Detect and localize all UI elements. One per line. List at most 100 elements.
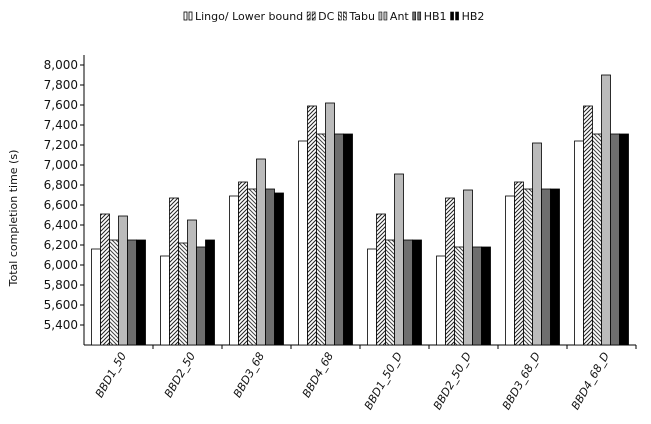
y-tick-label: 6,600 — [44, 198, 78, 212]
bar — [473, 247, 482, 345]
x-tick-label: BBD1_50_D — [362, 350, 405, 412]
bar — [170, 198, 179, 345]
x-axis: BBD1_50 BBD2_50 BBD3_68 BBD4_68 BBD1_50_D BBD… — [84, 345, 636, 412]
bar — [335, 134, 344, 345]
y-tick-label: 7,800 — [44, 78, 78, 92]
legend-label: HB1 — [424, 10, 447, 23]
x-tick-label: BBD4_68_D — [569, 350, 612, 412]
legend-swatch — [384, 12, 387, 20]
x-tick-label: BBD4_68 — [300, 350, 336, 400]
bar — [248, 189, 257, 345]
bar — [266, 189, 275, 345]
bar — [101, 214, 110, 345]
bar-group — [506, 143, 560, 345]
y-tick-label: 5,600 — [44, 298, 78, 312]
bar — [611, 134, 620, 345]
legend-item: HB1 — [413, 10, 447, 23]
legend-swatch — [379, 12, 382, 20]
bar — [542, 189, 551, 345]
x-tick-label: BBD3_68 — [231, 350, 267, 400]
legend-swatch — [338, 12, 341, 20]
bar — [368, 249, 377, 345]
bar-group — [437, 190, 491, 345]
bar-group — [368, 174, 422, 345]
legend-swatch — [456, 12, 459, 20]
y-tick-label: 6,000 — [44, 258, 78, 272]
bar — [299, 141, 308, 345]
bar — [239, 182, 248, 345]
bar — [188, 220, 197, 345]
y-tick-label: 5,400 — [44, 318, 78, 332]
bar-group — [299, 103, 353, 345]
y-tick-label: 7,000 — [44, 158, 78, 172]
bar — [92, 249, 101, 345]
bar — [179, 243, 188, 345]
bar — [593, 134, 602, 345]
bar — [551, 189, 560, 345]
x-tick-label: BBD1_50 — [93, 350, 129, 400]
bar — [230, 196, 239, 345]
bar — [446, 198, 455, 345]
legend-swatch — [451, 12, 454, 20]
bar — [575, 141, 584, 345]
bar — [464, 190, 473, 345]
bar — [377, 214, 386, 345]
legend-item: Tabu — [338, 10, 375, 23]
y-axis: 5,400 5,600 5,800 6,000 6,200 6,400 6,600 6,800… — [44, 55, 84, 345]
legend-item: HB2 — [451, 10, 485, 23]
legend-label: DC — [318, 10, 334, 23]
bar — [257, 159, 266, 345]
y-axis-title: Total completion time (s) — [7, 150, 20, 288]
y-tick-label: 6,200 — [44, 238, 78, 252]
bar — [413, 240, 422, 345]
x-tick-label: BBD2_50_D — [431, 350, 474, 412]
bar — [533, 143, 542, 345]
bars — [92, 75, 629, 345]
y-tick-label: 8,000 — [44, 58, 78, 72]
bar — [515, 182, 524, 345]
y-tick-label: 6,400 — [44, 218, 78, 232]
legend-item: Lingo/ Lower bound — [184, 10, 303, 23]
bar — [344, 134, 353, 345]
legend-swatch — [307, 12, 310, 20]
y-tick-label: 7,600 — [44, 98, 78, 112]
y-tick-label: 6,800 — [44, 178, 78, 192]
y-tick-label: 7,400 — [44, 118, 78, 132]
bar — [386, 240, 395, 345]
bar — [128, 240, 137, 345]
bar — [137, 240, 146, 345]
bar — [119, 216, 128, 345]
bar — [326, 103, 335, 345]
x-tick-label: BBD3_68_D — [500, 350, 543, 412]
bar — [482, 247, 491, 345]
chart-legend: Lingo/ Lower bound DC Tabu Ant HB1 HB2 — [184, 10, 484, 23]
bar — [308, 106, 317, 345]
legend-label: Lingo/ Lower bound — [195, 10, 303, 23]
bar — [161, 256, 170, 345]
legend-swatch — [184, 12, 187, 20]
bar — [620, 134, 629, 345]
bar — [395, 174, 404, 345]
bar-group — [230, 159, 284, 345]
legend-swatch — [413, 12, 416, 20]
legend-swatch — [418, 12, 421, 20]
legend-item: Ant — [379, 10, 409, 23]
y-tick-label: 5,800 — [44, 278, 78, 292]
bar — [317, 134, 326, 345]
bar — [275, 193, 284, 345]
bar — [404, 240, 413, 345]
bar-group — [161, 198, 215, 345]
legend-swatch — [343, 12, 346, 20]
legend-label: Tabu — [348, 10, 375, 23]
bar — [437, 256, 446, 345]
legend-item: DC — [307, 10, 334, 23]
legend-label: Ant — [390, 10, 409, 23]
bar — [506, 196, 515, 345]
bar — [524, 189, 533, 345]
bar — [455, 247, 464, 345]
bar — [602, 75, 611, 345]
x-tick-label: BBD2_50 — [162, 350, 198, 400]
legend-label: HB2 — [462, 10, 485, 23]
bar-group — [575, 75, 629, 345]
